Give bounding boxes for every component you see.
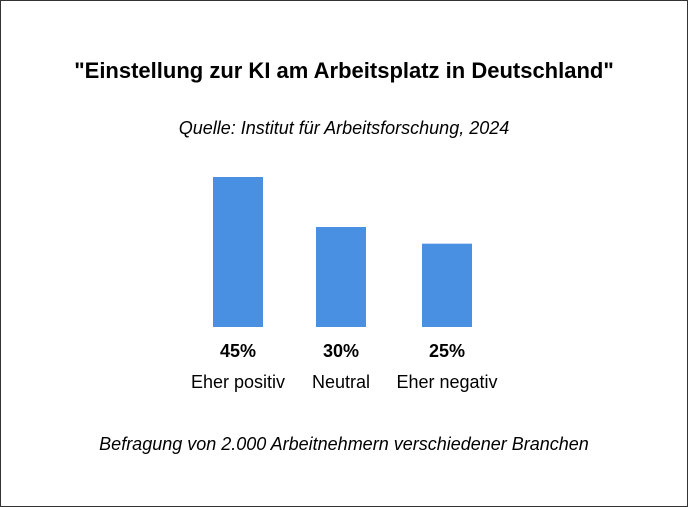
value-label-1: 45% [220, 341, 256, 361]
chart-subtitle: Quelle: Institut für Arbeitsforschung, 2… [178, 118, 510, 138]
bar-1 [213, 177, 263, 327]
value-label-3: 25% [429, 341, 465, 361]
chart-title: "Einstellung zur KI am Arbeitsplatz in D… [74, 58, 614, 83]
bar-2 [316, 227, 366, 327]
bar-3 [422, 243, 472, 327]
category-label-2: Neutral [312, 372, 370, 392]
value-label-2: 30% [323, 341, 359, 361]
chart-footnote: Befragung von 2.000 Arbeitnehmern versch… [99, 434, 589, 454]
category-label-3: Eher negativ [396, 372, 497, 392]
category-label-1: Eher positiv [191, 372, 285, 392]
